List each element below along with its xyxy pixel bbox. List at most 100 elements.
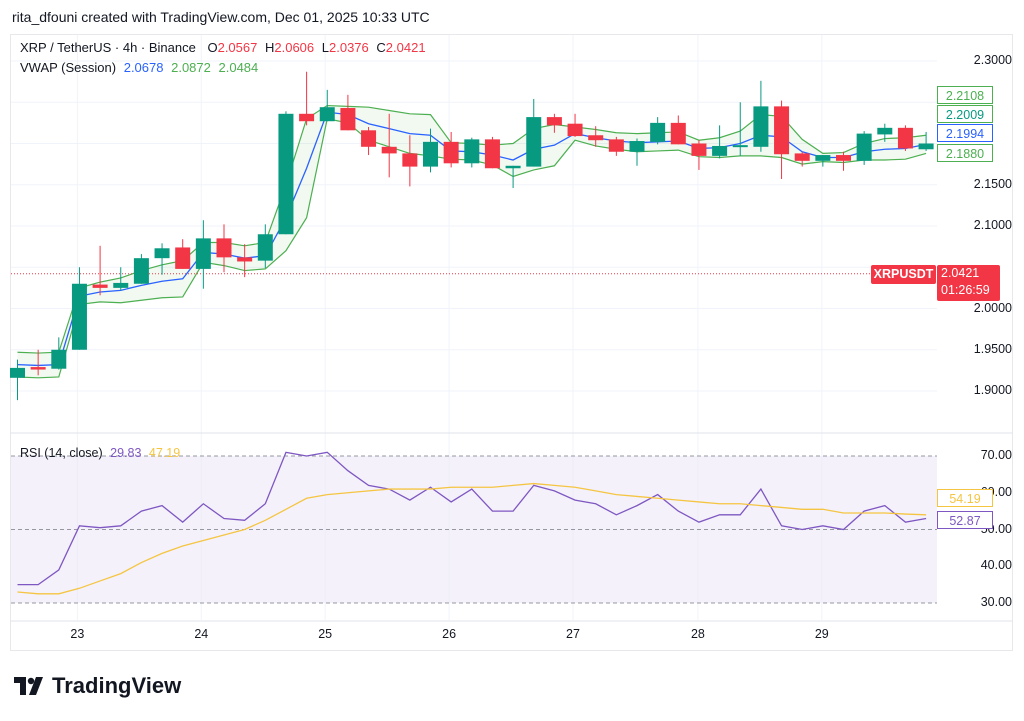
candle (877, 123, 893, 142)
tradingview-logo-icon (14, 677, 43, 695)
candle (361, 127, 377, 156)
candle (319, 89, 335, 122)
candle (195, 220, 211, 289)
candle (299, 71, 315, 126)
rsi-line (17, 451, 927, 586)
candle-body (443, 141, 459, 164)
candle (423, 128, 438, 173)
close-value: 2.0421 (385, 40, 426, 55)
vwap-axis-label: 2.1994 (937, 124, 993, 142)
candle (567, 113, 583, 137)
bar-countdown: 01:26:59 (941, 283, 990, 297)
vwap-value: 2.0678 (123, 60, 164, 75)
rsi-axis-label: 40.00 (980, 558, 1012, 573)
candle (691, 140, 707, 170)
candle (650, 117, 666, 145)
candle (815, 155, 831, 167)
rsi-axis-label: 30.00 (980, 595, 1012, 609)
tradingview-logo[interactable]: TradingView (14, 673, 181, 699)
rsi-legend[interactable]: RSI (14, close) 29.83 47.19 (20, 446, 184, 460)
time-axis-label: 28 (690, 627, 705, 641)
candle-body (340, 108, 356, 131)
low-value: 2.0376 (329, 40, 369, 55)
candle-body (10, 367, 25, 378)
symbol-title: XRP / TetherUS · 4h · Binance (20, 40, 196, 55)
rsi-axis-label: 52.87 (937, 511, 993, 529)
candle-body (237, 257, 253, 262)
chart-frame[interactable] (10, 34, 1013, 651)
candle (71, 267, 87, 350)
candle-body (51, 349, 67, 369)
logo-text: TradingView (52, 673, 182, 698)
candle (92, 245, 108, 296)
candle (629, 138, 645, 166)
price-axis-label: 1.9500 (973, 341, 1012, 356)
price-axis-label: 1.9000 (973, 383, 1012, 397)
candle-body (257, 234, 273, 261)
candle (712, 125, 728, 159)
rsi-value: 29.83 (110, 446, 142, 460)
candle-body (753, 106, 769, 147)
rsi-title: RSI (14, close) (20, 446, 103, 460)
candle (836, 151, 851, 171)
candle-body (608, 139, 624, 152)
candle-body (278, 113, 294, 235)
candle (794, 151, 810, 167)
price-axis-label: 2.1500 (973, 176, 1012, 191)
candle (588, 126, 604, 147)
candle (381, 113, 397, 178)
time-axis-label: 29 (814, 627, 829, 641)
candle (732, 102, 748, 156)
candle (278, 111, 294, 235)
candle-body (836, 155, 851, 161)
candle-body (299, 113, 315, 122)
candle (237, 244, 253, 278)
rsi-axis-label: 70.00 (980, 448, 1012, 462)
candle (113, 267, 129, 291)
candle-body (815, 155, 831, 161)
candle (10, 359, 25, 401)
candle-body (877, 127, 893, 135)
vwap-legend[interactable]: VWAP (Session) 2.0678 2.0872 2.0484 (20, 60, 262, 75)
candle-body (670, 122, 686, 145)
time-axis-label: 24 (194, 627, 209, 641)
candle (340, 94, 356, 131)
chart-credit: rita_dfouni created with TradingView.com… (12, 9, 430, 25)
vwap-upper-axis-label: 2.2108 (937, 86, 993, 104)
candle-body (423, 141, 438, 167)
rsi-ma-axis-label: 54.19 (937, 489, 993, 507)
time-axis-label: 23 (70, 627, 85, 641)
candle-body (361, 130, 377, 147)
close-label: C (376, 40, 386, 55)
candle-body (216, 238, 232, 258)
candle (133, 254, 149, 284)
candle (546, 113, 562, 133)
candle-body (195, 238, 211, 269)
symbol-legend[interactable]: XRP / TetherUS · 4h · Binance O2.0567 H2… (20, 40, 430, 55)
open-label: O (207, 40, 218, 55)
time-axis-label: 25 (318, 627, 333, 641)
open-value: 2.0567 (217, 40, 258, 55)
candle (897, 125, 913, 151)
candle (216, 224, 232, 273)
candle (464, 137, 480, 168)
candle (526, 98, 542, 167)
candle-body (319, 107, 335, 122)
candle-body (154, 248, 170, 259)
candle-body (691, 143, 707, 156)
candle-body (30, 367, 46, 370)
low-label: L (321, 40, 329, 55)
candles (10, 71, 934, 401)
time-axis-label: 27 (566, 627, 580, 641)
rsi-ma-value: 47.19 (148, 446, 181, 460)
candle (51, 337, 67, 370)
candle-body (505, 165, 521, 169)
vwap-title: VWAP (Session) (20, 60, 117, 75)
candle (505, 165, 521, 189)
price-axis-label: 2.3000 (973, 53, 1012, 67)
vwap-upper-value: 2.0872 (171, 60, 211, 75)
candle-body (546, 117, 562, 126)
candle-body (794, 153, 810, 161)
rsi-levels (11, 455, 937, 604)
